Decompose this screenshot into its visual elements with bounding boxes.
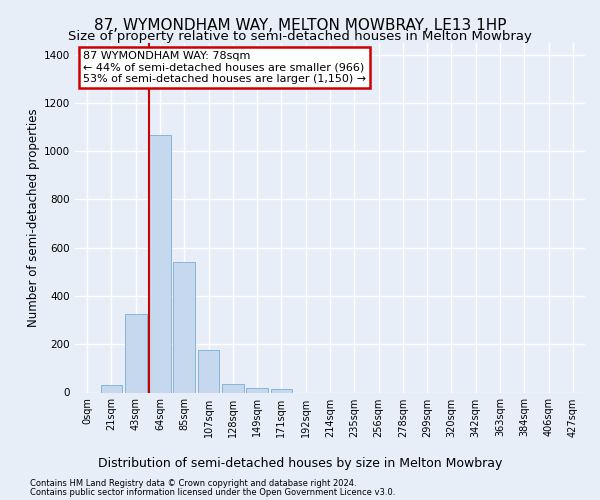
- Bar: [149, 136, 171, 392]
- Text: Size of property relative to semi-detached houses in Melton Mowbray: Size of property relative to semi-detach…: [68, 30, 532, 43]
- Text: Contains HM Land Registry data © Crown copyright and database right 2024.: Contains HM Land Registry data © Crown c…: [30, 479, 356, 488]
- Text: 87 WYMONDHAM WAY: 78sqm
← 44% of semi-detached houses are smaller (966)
53% of s: 87 WYMONDHAM WAY: 78sqm ← 44% of semi-de…: [83, 52, 366, 84]
- Bar: [101, 386, 122, 392]
- Bar: [125, 314, 146, 392]
- Text: Distribution of semi-detached houses by size in Melton Mowbray: Distribution of semi-detached houses by …: [98, 458, 502, 470]
- Bar: [197, 350, 220, 393]
- Bar: [271, 390, 292, 392]
- Bar: [222, 384, 244, 392]
- Y-axis label: Number of semi-detached properties: Number of semi-detached properties: [27, 108, 40, 327]
- Text: 87, WYMONDHAM WAY, MELTON MOWBRAY, LE13 1HP: 87, WYMONDHAM WAY, MELTON MOWBRAY, LE13 …: [94, 18, 506, 32]
- Text: Contains public sector information licensed under the Open Government Licence v3: Contains public sector information licen…: [30, 488, 395, 497]
- Bar: [173, 262, 195, 392]
- Bar: [246, 388, 268, 392]
